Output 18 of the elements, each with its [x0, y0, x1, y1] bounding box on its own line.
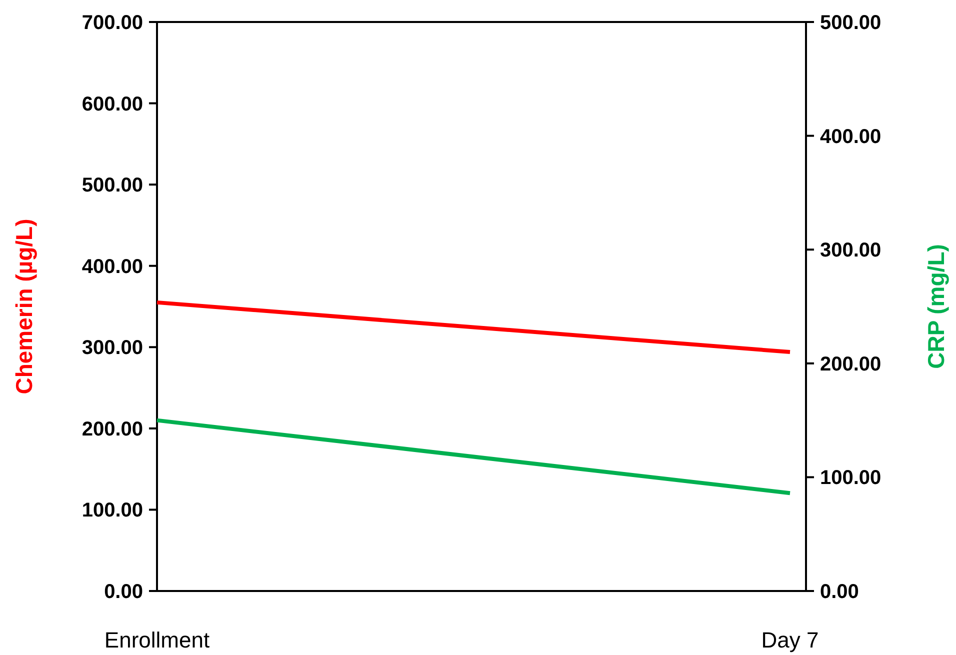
x-tick-label: Enrollment [104, 628, 210, 653]
y-tick-label: 500.00 [82, 174, 143, 197]
y2-tick-label: 400.00 [820, 126, 882, 148]
x-tick-label: Day 7 [761, 628, 819, 653]
y-tick-label: 700.00 [82, 12, 143, 34]
y2-tick-label: 200.00 [820, 353, 882, 376]
y2-tick-label: 0.00 [820, 581, 859, 603]
y2-tick-label: 300.00 [820, 240, 882, 262]
y-tick-label: 400.00 [82, 256, 143, 278]
y2-tick-label: 500.00 [820, 12, 882, 34]
y-tick-label: 0.00 [104, 581, 143, 603]
y-tick-label: 600.00 [82, 93, 143, 116]
y-axis-title: Chemerin (µg/L) [11, 218, 37, 394]
y2-axis-title: CRP (mg/L) [923, 244, 949, 369]
y-tick-label: 200.00 [82, 418, 143, 440]
y-tick-label: 300.00 [82, 337, 143, 360]
y2-tick-label: 100.00 [820, 467, 882, 490]
y-tick-label: 100.00 [82, 500, 143, 522]
